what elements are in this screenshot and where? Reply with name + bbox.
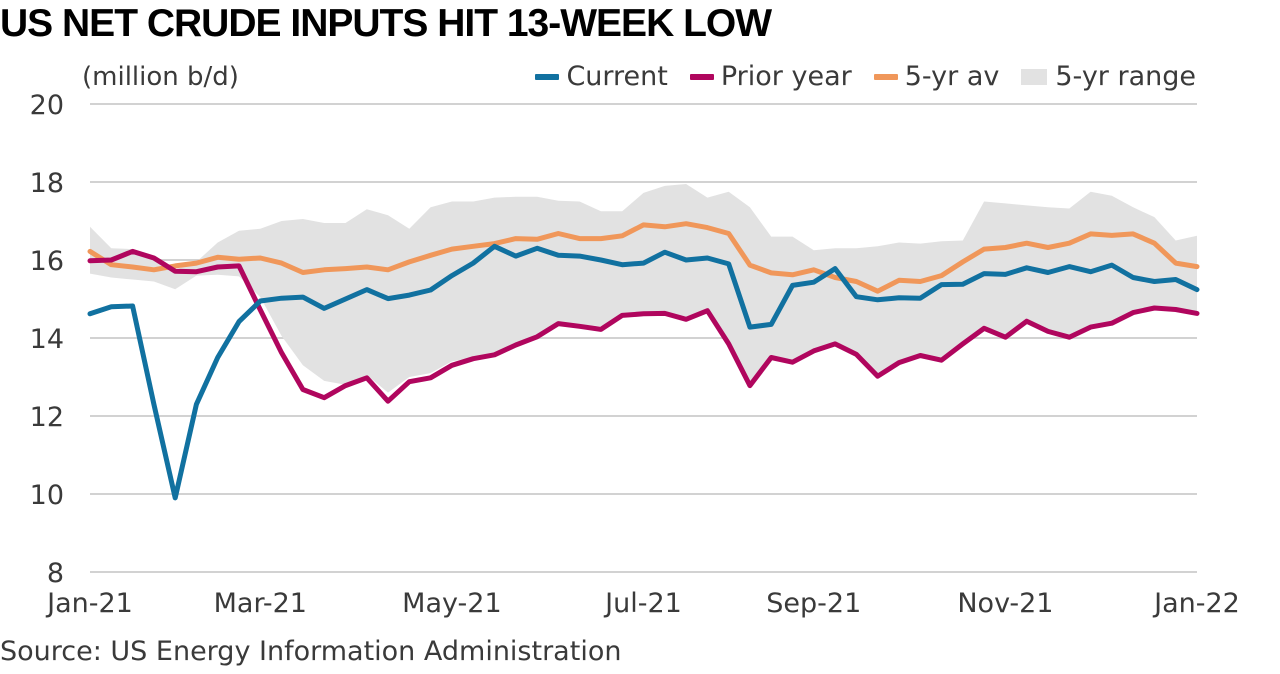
legend-item-prior-year: Prior year [689, 61, 852, 92]
legend: Current Prior year 5-yr av 5-yr range [513, 61, 1196, 92]
range-layer [90, 184, 1197, 393]
y-tick-label-20: 20 [30, 90, 64, 121]
series-line-prior [87, 248, 1200, 404]
legend-label-prior-year: Prior year [720, 61, 852, 92]
legend-label-5yr-range: 5-yr range [1055, 61, 1196, 92]
y-tick-label-14: 14 [30, 324, 64, 355]
legend-item-5yr-av: 5-yr av [873, 61, 1000, 92]
legend-label-5yr-av: 5-yr av [904, 61, 1000, 92]
legend-swatch-prior-year [689, 73, 714, 80]
series-line-avg [87, 221, 1200, 294]
x-tick-label-jan-21: Jan-21 [45, 588, 133, 619]
unit-label: (million b/d) [82, 62, 239, 92]
x-tick-label-mar-21: Mar-21 [214, 588, 307, 619]
series-area-5yr-range [90, 184, 1197, 393]
grid-layer [90, 103, 1197, 573]
x-tick-label-jan-22: Jan-22 [1152, 588, 1240, 619]
y-tick-label-18: 18 [30, 168, 64, 199]
axis-layer: 8 10 12 14 16 18 20 Jan-21 Mar-21 May-21 Jul-21 Sep… [30, 90, 1240, 619]
line-layer [87, 221, 1200, 501]
chart-title: US NET CRUDE INPUTS HIT 13-WEEK LOW [0, 2, 772, 45]
x-tick-label-nov-21: Nov-21 [957, 588, 1053, 619]
legend-swatch-5yr-av [873, 73, 898, 80]
legend-item-current: Current [535, 61, 668, 92]
legend-swatch-current [535, 73, 560, 80]
y-tick-label-10: 10 [30, 480, 64, 511]
series-line-current [87, 243, 1200, 501]
x-tick-label-may-21: May-21 [402, 588, 501, 619]
legend-swatch-5yr-range [1021, 68, 1048, 85]
x-tick-label-sep-21: Sep-21 [766, 588, 861, 619]
y-tick-label-12: 12 [30, 402, 64, 433]
x-tick-label-jul-21: Jul-21 [603, 588, 682, 619]
legend-label-current: Current [566, 61, 668, 92]
y-tick-label-8: 8 [47, 558, 64, 589]
y-tick-label-16: 16 [30, 246, 64, 277]
source-note: Source: US Energy Information Administra… [0, 636, 622, 667]
legend-item-5yr-range: 5-yr range [1021, 61, 1196, 92]
